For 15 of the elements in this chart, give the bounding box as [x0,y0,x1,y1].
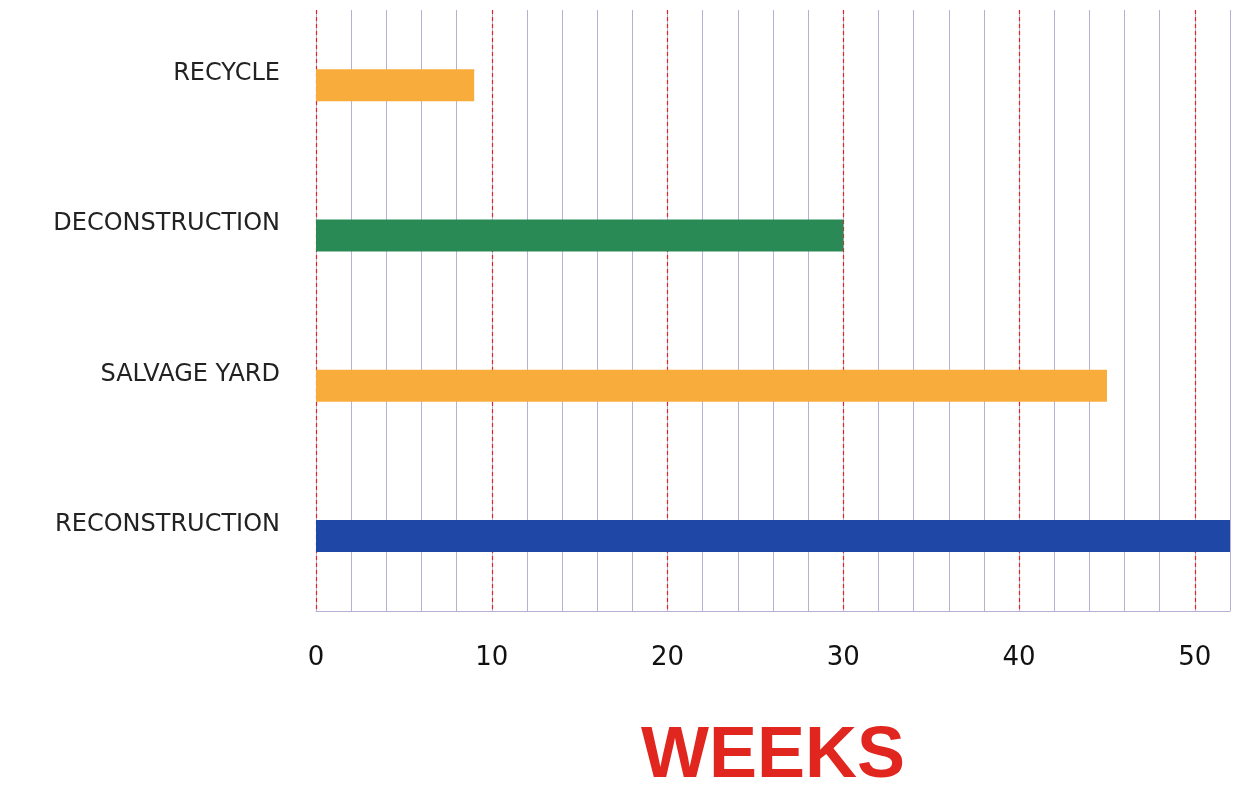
bar [316,69,475,102]
x-tick-label: 30 [826,641,860,671]
x-tick-label: 20 [650,641,685,671]
x-tick-label: 40 [1002,641,1036,671]
bar [316,519,1230,552]
x-tick-label: 10 [475,641,509,671]
x-tick-label: 0 [307,641,325,671]
y-tick-label: RECONSTRUCTION [55,508,280,537]
y-tick-label: SALVAGE YARD [100,358,280,387]
y-tick-label: DECONSTRUCTION [53,208,280,237]
x-tick-label: 50 [1178,641,1212,671]
bar [316,219,844,252]
bar [316,369,1107,402]
x-axis-title: WEEKS [640,712,906,792]
y-tick-label: RECYCLE [173,58,280,87]
